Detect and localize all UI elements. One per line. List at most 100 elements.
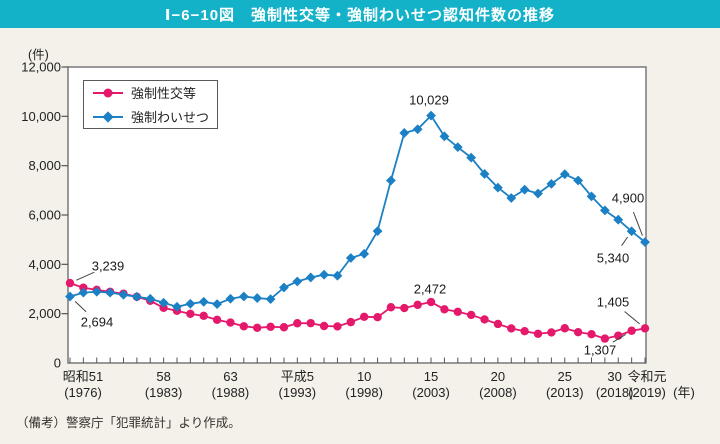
data-point-marker: [333, 322, 342, 331]
data-point-marker: [640, 237, 650, 248]
y-tick-label: 12,000: [21, 60, 61, 75]
circle-marker-icon: [103, 88, 113, 97]
data-point-marker: [292, 276, 303, 287]
figure-title: Ⅰ−6−10図 強制性交等・強制わいせつ認知件数の推移: [164, 6, 556, 24]
data-point-marker: [440, 305, 449, 314]
annotation-leader-line: [76, 271, 95, 281]
data-point-marker: [599, 205, 610, 216]
data-point-marker: [373, 312, 382, 322]
y-axis: 0 2,000 4,000 6,000 8,000 10,000 12,000: [21, 60, 68, 371]
data-point-marker: [253, 323, 262, 333]
chart-legend: 強制性交等 強制わいせつ: [83, 80, 218, 129]
data-point-marker: [239, 322, 249, 331]
data-point-marker: [507, 324, 516, 333]
x-tick-label-era: 10: [357, 369, 371, 384]
data-point-marker: [479, 169, 490, 179]
data-point-marker: [506, 193, 517, 203]
data-point-marker: [560, 324, 569, 333]
data-point-marker: [226, 318, 235, 327]
y-tick-label: 2,000: [28, 306, 61, 321]
data-point-marker: [626, 226, 637, 237]
data-point-marker: [426, 110, 436, 121]
x-tick-label-year: (2018): [596, 385, 634, 400]
data-point-marker: [265, 294, 276, 304]
data-point-marker: [91, 286, 102, 297]
data-point-marker: [212, 315, 222, 325]
data-point-marker: [493, 319, 503, 329]
data-point-marker: [293, 319, 302, 328]
data-label: 3,239: [92, 259, 125, 274]
data-point-marker: [453, 307, 462, 316]
data-point-marker: [319, 269, 329, 280]
legend-label: 強制性交等: [131, 86, 197, 101]
data-point-marker: [305, 272, 316, 283]
figure-title-bar: Ⅰ−6−10図 強制性交等・強制わいせつ認知件数の推移: [0, 0, 720, 28]
y-tick-label: 0: [54, 356, 61, 371]
data-point-marker: [533, 188, 543, 199]
data-point-marker: [319, 321, 329, 331]
x-tick-label-year: (2003): [412, 385, 450, 400]
data-point-marker: [627, 326, 636, 335]
x-tick-label-era: 25: [558, 369, 572, 384]
data-point-marker: [413, 300, 422, 310]
data-label: 1,405: [597, 295, 630, 310]
data-point-marker: [186, 309, 195, 319]
data-point-marker: [79, 283, 88, 292]
data-point-marker: [279, 282, 289, 293]
x-tick-label-era: 15: [424, 369, 438, 384]
series-kyosei-waisetsu: [65, 110, 650, 312]
data-point-marker: [372, 226, 383, 237]
annotation-leader-line: [612, 333, 626, 343]
x-axis: 昭和51(1976) 58(1983) 63(1988) 平成5(1993) 10(19…: [63, 357, 695, 400]
data-point-marker: [587, 330, 596, 339]
data-point-marker: [480, 315, 489, 324]
x-tick-label-year: (1983): [145, 385, 183, 400]
data-point-marker: [439, 131, 450, 142]
data-point-marker: [105, 287, 116, 298]
x-tick-label-year: (2008): [479, 385, 517, 400]
legend-line-sample: [93, 110, 123, 123]
annotation-leader-line: [621, 236, 629, 246]
data-point-marker: [346, 317, 356, 327]
data-point-marker: [546, 178, 557, 189]
data-point-marker: [573, 327, 583, 337]
source-note: （備考）警察庁「犯罪統計」より作成。: [16, 416, 241, 430]
legend-item-kyosei-seiko: 強制性交等: [93, 83, 217, 102]
x-tick-label-era: 58: [156, 369, 170, 384]
data-point-marker: [559, 169, 570, 180]
x-tick-label-year: (1976): [64, 385, 102, 400]
data-label: 10,029: [409, 93, 449, 108]
data-point-marker: [159, 303, 168, 313]
annotation-leader-line: [74, 300, 87, 313]
y-tick-label: 4,000: [28, 257, 61, 272]
x-tick-label-era: 63: [223, 369, 237, 384]
legend-item-kyosei-waisetsu: 強制わいせつ: [93, 107, 217, 126]
data-point-marker: [466, 310, 476, 320]
x-axis-unit-label: (年): [673, 385, 695, 400]
data-point-marker: [533, 329, 543, 338]
data-point-marker: [613, 214, 624, 225]
data-point-marker: [212, 299, 222, 309]
data-point-marker: [279, 323, 289, 332]
data-point-marker: [306, 318, 315, 328]
data-point-marker: [600, 334, 610, 343]
data-point-marker: [158, 297, 169, 308]
y-tick-label: 6,000: [28, 208, 61, 223]
data-point-marker: [131, 291, 142, 302]
x-tick-label-era: 20: [491, 369, 505, 384]
x-tick-label-era: 令和元: [627, 369, 666, 384]
data-label: 2,472: [414, 282, 447, 297]
y-tick-label: 8,000: [28, 158, 61, 173]
data-point-marker: [386, 175, 396, 186]
data-label: 2,694: [81, 315, 114, 330]
x-tick-label-year: (1993): [279, 385, 317, 400]
data-point-marker: [78, 287, 89, 298]
data-point-marker: [520, 327, 529, 336]
data-point-marker: [345, 253, 356, 263]
data-point-marker: [359, 248, 370, 259]
x-tick-label-year: (2019): [628, 385, 666, 400]
data-point-marker: [573, 175, 584, 186]
data-point-marker: [519, 184, 530, 195]
y-axis-unit-label: (件): [28, 48, 49, 62]
